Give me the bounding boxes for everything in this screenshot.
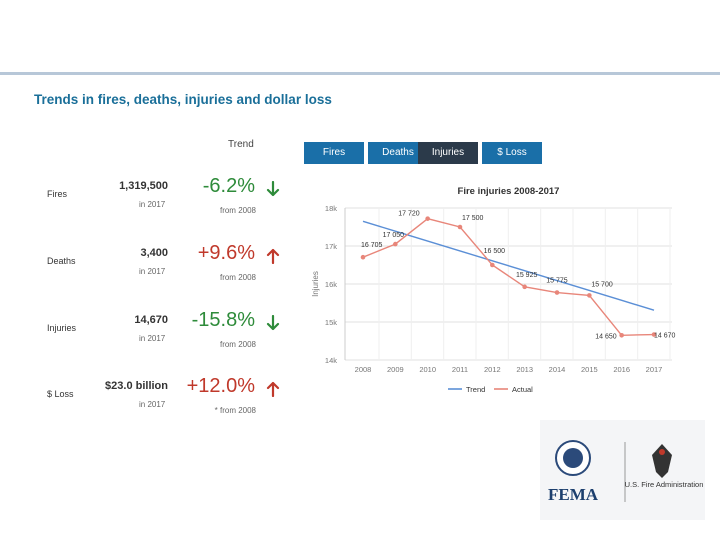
arrow-up-icon xyxy=(266,381,280,397)
usfa-emblem-icon xyxy=(659,449,665,455)
trend-column-header: Trend xyxy=(228,139,254,150)
stat-label: $ Loss xyxy=(47,389,74,399)
y-axis-label: Injuries xyxy=(311,271,320,297)
y-tick-label: 18k xyxy=(325,204,337,213)
stat-row-deaths: Deaths 3,400 in 2017 +9.6% from 2008 xyxy=(0,242,300,305)
stat-trend-percent: +9.6% xyxy=(197,242,255,264)
actual-data-point xyxy=(554,290,560,295)
data-label: 17 500 xyxy=(462,215,484,222)
x-tick-label: 2016 xyxy=(613,365,630,374)
stat-trend-percent: -15.8% xyxy=(191,309,255,331)
usfa-logo-text: U.S. Fire Administration xyxy=(625,480,704,489)
stat-value: 14,670 xyxy=(134,314,168,326)
tab-fires[interactable]: Fires xyxy=(304,142,364,164)
usfa-eagle-icon xyxy=(652,444,672,478)
actual-data-point xyxy=(393,241,398,247)
arrow-down-icon xyxy=(266,181,280,197)
data-label: 15 775 xyxy=(546,278,568,285)
x-tick-label: 2013 xyxy=(516,365,533,374)
stat-value: $23.0 billion xyxy=(105,380,168,392)
actual-data-point xyxy=(425,216,430,221)
dhs-seal-center-icon xyxy=(563,448,583,468)
stat-label: Fires xyxy=(47,189,67,199)
data-label: 17 050 xyxy=(383,232,405,239)
actual-data-point xyxy=(587,293,592,298)
data-label: 14 650 xyxy=(595,333,617,340)
stat-year: in 2017 xyxy=(139,334,166,343)
x-tick-label: 2017 xyxy=(646,365,663,374)
logos-svg: FEMA U.S. Fire Administration xyxy=(548,440,704,504)
tab-dollar-loss[interactable]: $ Loss xyxy=(482,142,542,164)
stat-trend-from: from 2008 xyxy=(219,206,256,215)
stat-row-dollar-loss: $ Loss $23.0 billion in 2017 +12.0% * from 2… xyxy=(0,375,300,438)
data-label: 15 925 xyxy=(516,272,538,279)
actual-series-line xyxy=(362,217,655,337)
chart-title: Fire injuries 2008-2017 xyxy=(458,186,560,197)
legend-actual-label: Actual xyxy=(512,385,533,394)
y-tick-label: 17k xyxy=(325,242,337,251)
stat-year: in 2017 xyxy=(139,200,166,209)
actual-data-point xyxy=(490,262,495,268)
data-label: 16 705 xyxy=(361,242,383,249)
stat-trend-percent: +12.0% xyxy=(186,375,255,397)
stat-year: in 2017 xyxy=(139,400,166,409)
stat-row-fires: Fires 1,319,500 in 2017 -6.2% from 2008 xyxy=(0,175,300,238)
stat-row-injuries: Injuries 14,670 in 2017 -15.8% from 2008 xyxy=(0,309,300,372)
page-title: Trends in fires, deaths, injuries and do… xyxy=(34,92,332,107)
legend-trend-label: Trend xyxy=(466,385,485,394)
trend-series-line xyxy=(362,220,655,311)
arrow-up-icon xyxy=(266,248,280,264)
arrow-down-icon xyxy=(266,315,280,331)
stat-label: Injuries xyxy=(47,323,77,333)
actual-data-point xyxy=(522,284,527,290)
x-tick-label: 2014 xyxy=(549,365,566,374)
fema-logo-text: FEMA xyxy=(548,485,599,504)
y-tick-label: 15k xyxy=(325,318,337,327)
data-label: 14 670 xyxy=(654,333,676,340)
chart-svg: Fire injuries 2008-2017 14k 15k 16k 17k 18k 20… xyxy=(311,186,676,394)
agency-logos: FEMA U.S. Fire Administration xyxy=(540,420,705,520)
x-tick-label: 2011 xyxy=(452,365,468,374)
data-label: 15 700 xyxy=(591,281,613,288)
x-tick-label: 2009 xyxy=(387,365,404,374)
y-tick-label: 16k xyxy=(325,280,337,289)
stat-trend-percent: -6.2% xyxy=(202,175,255,197)
actual-data-point xyxy=(457,224,463,230)
data-label: 17 720 xyxy=(398,211,420,218)
injuries-chart: Fire injuries 2008-2017 14k 15k 16k 17k 18k 20… xyxy=(300,180,680,405)
actual-data-point xyxy=(619,333,624,338)
stat-year: in 2017 xyxy=(139,267,166,276)
top-divider xyxy=(0,72,720,75)
stat-trend-from: * from 2008 xyxy=(214,406,256,415)
x-tick-label: 2010 xyxy=(419,365,436,374)
tab-injuries[interactable]: Injuries xyxy=(418,142,478,164)
stat-value: 3,400 xyxy=(140,247,168,259)
stat-label: Deaths xyxy=(47,256,76,266)
x-tick-label: 2015 xyxy=(581,365,598,374)
tab-deaths[interactable]: Deaths xyxy=(368,142,428,164)
x-tick-label: 2008 xyxy=(355,365,372,374)
stat-trend-from: from 2008 xyxy=(219,340,256,349)
stat-value: 1,319,500 xyxy=(119,180,168,192)
actual-data-point xyxy=(360,254,366,260)
actual-data-point xyxy=(651,332,657,337)
data-label: 16 500 xyxy=(484,248,506,255)
x-tick-label: 2012 xyxy=(484,365,501,374)
y-tick-label: 14k xyxy=(325,356,337,365)
stat-trend-from: from 2008 xyxy=(219,273,256,282)
